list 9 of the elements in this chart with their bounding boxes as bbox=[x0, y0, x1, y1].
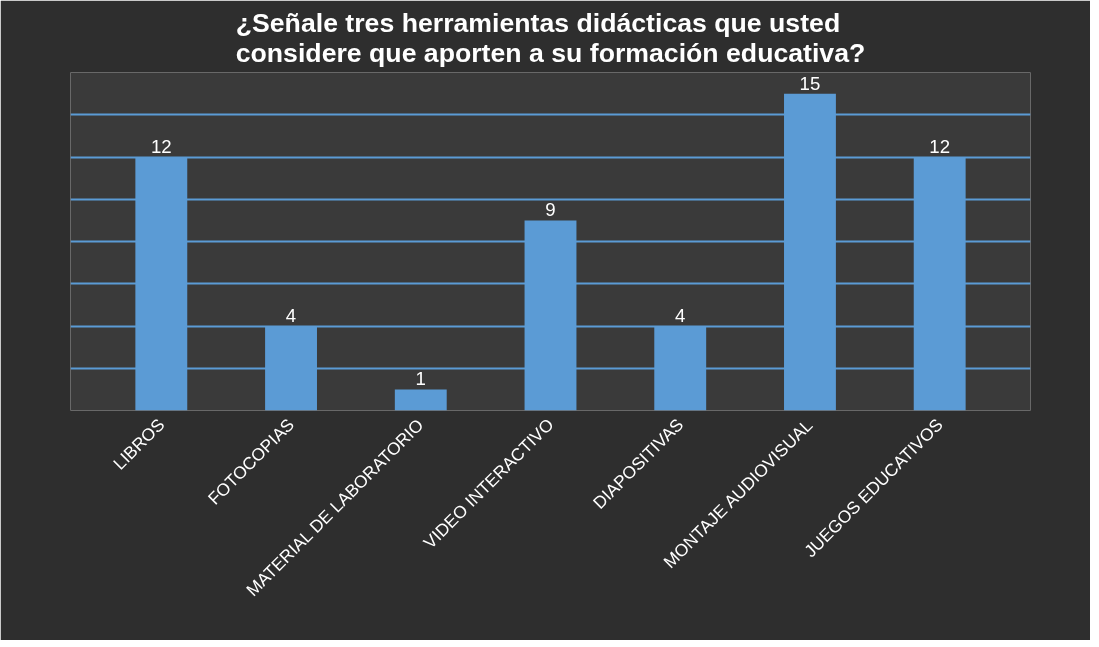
chart-title: ¿Señale tres herramientas didácticas que usted considere que aporten a su formación educativa? bbox=[235, 7, 866, 68]
data-label: 4 bbox=[285, 305, 297, 326]
data-label: 4 bbox=[675, 305, 686, 326]
data-label: 12 bbox=[929, 136, 951, 157]
bar bbox=[394, 389, 447, 411]
data-label: 1 bbox=[415, 368, 426, 390]
data-label: 12 bbox=[150, 136, 172, 157]
data-label: 9 bbox=[545, 199, 556, 221]
data-label: 15 bbox=[799, 72, 821, 94]
